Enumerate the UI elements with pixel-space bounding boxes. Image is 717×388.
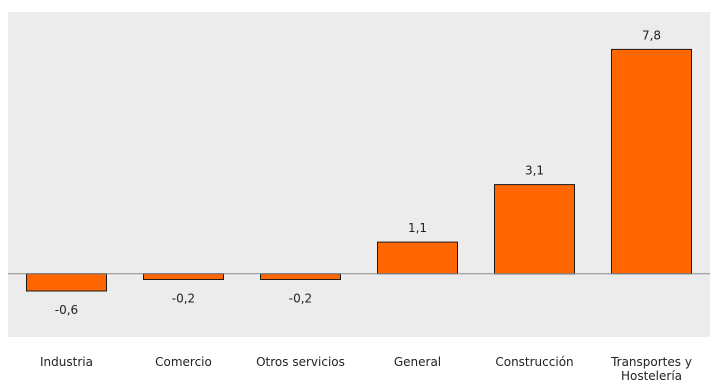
data-label-5: 3,1 bbox=[525, 164, 544, 178]
category-labels-group: Industria Comercio Otros servicios General C… bbox=[40, 355, 692, 383]
category-label-line: General bbox=[394, 355, 441, 369]
category-label-line: Hostelería bbox=[621, 369, 682, 383]
bars-group bbox=[26, 48, 692, 292]
category-label-1: Industria bbox=[40, 355, 93, 369]
bar-2 bbox=[143, 273, 224, 281]
data-label-1: -0,6 bbox=[55, 303, 78, 317]
bar-3 bbox=[260, 273, 341, 281]
category-label-line: Comercio bbox=[155, 355, 212, 369]
category-label-4: General bbox=[394, 355, 441, 369]
bar-5 bbox=[494, 184, 575, 275]
data-label-2: -0,2 bbox=[172, 292, 195, 306]
category-label-5: Construcción bbox=[495, 355, 573, 369]
data-label-4: 1,1 bbox=[408, 221, 427, 235]
bar-6 bbox=[611, 48, 692, 275]
bar-4 bbox=[377, 241, 458, 275]
category-label-line: Otros servicios bbox=[256, 355, 345, 369]
bar-1 bbox=[26, 273, 107, 292]
data-label-3: -0,2 bbox=[289, 292, 312, 306]
data-labels-group: -0,6 -0,2 -0,2 1,1 3,1 7,8 bbox=[55, 28, 661, 317]
category-label-3: Otros servicios bbox=[256, 355, 345, 369]
data-label-6: 7,8 bbox=[642, 28, 661, 42]
plot-area bbox=[8, 12, 710, 337]
category-label-2: Comercio bbox=[155, 355, 212, 369]
category-label-line: Industria bbox=[40, 355, 93, 369]
category-label-6: Transportes y Hostelería bbox=[610, 355, 692, 383]
category-label-line: Construcción bbox=[495, 355, 573, 369]
category-label-line: Transportes y bbox=[610, 355, 692, 369]
